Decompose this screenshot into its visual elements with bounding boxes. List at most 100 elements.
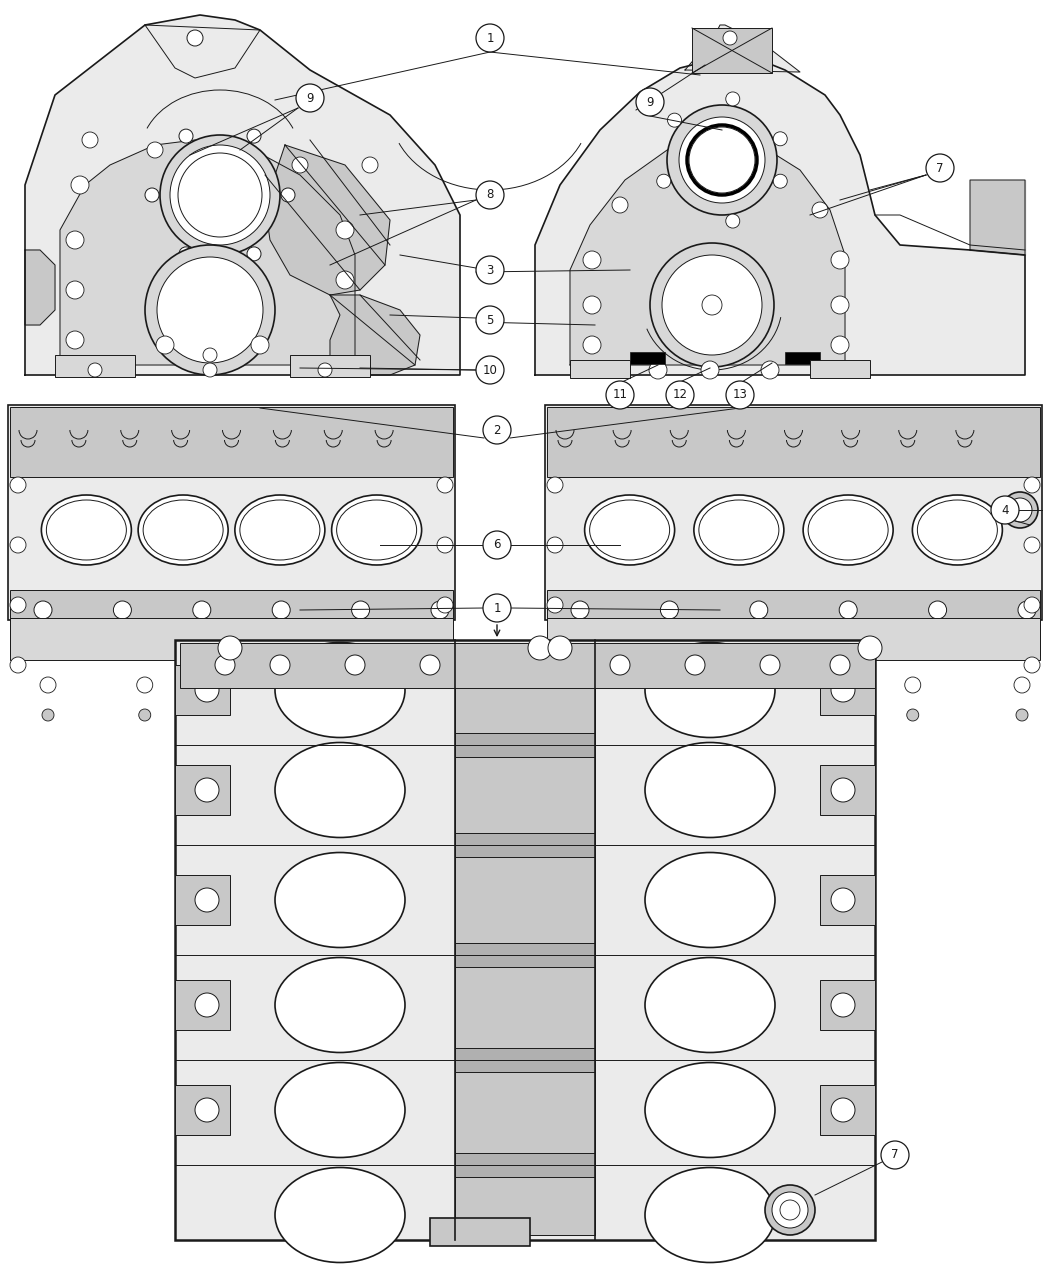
Ellipse shape [275, 958, 405, 1052]
Bar [547, 407, 1040, 477]
Circle shape [831, 887, 855, 912]
Circle shape [1024, 537, 1040, 553]
Circle shape [650, 244, 774, 367]
Circle shape [831, 296, 849, 314]
Circle shape [773, 175, 788, 189]
Text: 10: 10 [483, 363, 498, 376]
Circle shape [145, 245, 275, 375]
Circle shape [548, 636, 572, 660]
Text: 12: 12 [672, 389, 688, 402]
Circle shape [831, 993, 855, 1017]
Circle shape [71, 176, 89, 194]
Circle shape [547, 597, 563, 613]
Ellipse shape [645, 958, 775, 1052]
Circle shape [437, 597, 453, 613]
Bar [455, 645, 595, 1235]
Bar [175, 1085, 230, 1135]
Ellipse shape [41, 495, 131, 565]
Circle shape [689, 128, 755, 193]
Circle shape [688, 709, 700, 720]
Text: 9: 9 [307, 92, 314, 105]
Circle shape [139, 709, 151, 720]
Circle shape [318, 363, 332, 377]
Circle shape [685, 655, 705, 674]
Circle shape [765, 1184, 815, 1235]
Circle shape [352, 601, 370, 618]
Bar [630, 352, 665, 363]
Bar [455, 733, 595, 757]
Circle shape [483, 594, 511, 622]
Circle shape [726, 381, 754, 409]
Circle shape [662, 255, 762, 354]
Circle shape [66, 332, 84, 349]
Bar [175, 980, 230, 1030]
Bar [175, 765, 230, 815]
Circle shape [476, 256, 504, 284]
Circle shape [547, 657, 563, 673]
Circle shape [666, 381, 694, 409]
Circle shape [430, 601, 449, 618]
Circle shape [687, 677, 702, 694]
Circle shape [772, 1192, 808, 1228]
Text: 9: 9 [646, 96, 654, 108]
Circle shape [203, 363, 217, 377]
Circle shape [991, 496, 1018, 524]
Circle shape [247, 247, 261, 261]
Bar [810, 360, 870, 377]
Circle shape [701, 361, 719, 379]
Circle shape [160, 135, 280, 255]
Circle shape [1024, 477, 1040, 493]
Circle shape [780, 1200, 800, 1220]
Circle shape [362, 157, 378, 173]
Circle shape [66, 231, 84, 249]
Circle shape [571, 601, 589, 618]
Text: 11: 11 [612, 389, 628, 402]
Circle shape [437, 537, 453, 553]
Circle shape [579, 709, 591, 720]
Circle shape [336, 272, 354, 289]
Circle shape [427, 677, 443, 694]
Bar [785, 352, 820, 363]
Polygon shape [970, 180, 1025, 255]
Circle shape [145, 187, 159, 201]
Bar [10, 407, 453, 477]
Circle shape [113, 601, 131, 618]
Circle shape [761, 361, 779, 379]
Circle shape [10, 657, 26, 673]
Bar [820, 980, 875, 1030]
Ellipse shape [275, 1168, 405, 1262]
Text: 6: 6 [494, 538, 501, 552]
Ellipse shape [645, 643, 775, 737]
Circle shape [798, 709, 810, 720]
Polygon shape [536, 57, 1025, 375]
Polygon shape [265, 145, 390, 295]
Circle shape [272, 601, 290, 618]
Bar [545, 405, 1042, 620]
Ellipse shape [275, 853, 405, 947]
Circle shape [528, 636, 552, 660]
Text: 8: 8 [486, 189, 494, 201]
Circle shape [831, 337, 849, 354]
Bar [455, 944, 595, 966]
Circle shape [88, 363, 102, 377]
Polygon shape [685, 26, 800, 71]
Circle shape [429, 709, 441, 720]
Circle shape [726, 214, 740, 228]
Polygon shape [570, 138, 845, 365]
Circle shape [583, 296, 601, 314]
Circle shape [831, 251, 849, 269]
Circle shape [195, 678, 219, 703]
Circle shape [1008, 499, 1032, 521]
Circle shape [195, 778, 219, 802]
Ellipse shape [912, 495, 1003, 565]
Polygon shape [25, 250, 55, 325]
Circle shape [235, 709, 248, 720]
Circle shape [158, 258, 262, 363]
Circle shape [296, 84, 324, 112]
Circle shape [830, 655, 850, 674]
Bar [175, 875, 230, 924]
Circle shape [907, 709, 919, 720]
Bar [547, 590, 1040, 655]
Circle shape [476, 24, 504, 52]
Ellipse shape [139, 495, 228, 565]
